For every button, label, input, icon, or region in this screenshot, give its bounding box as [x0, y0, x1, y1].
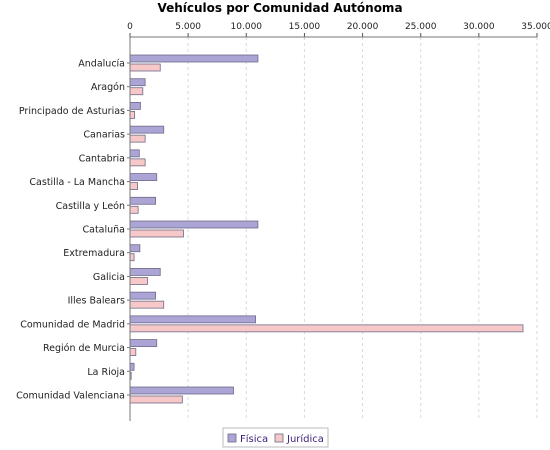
bar-fisica [129, 78, 146, 87]
x-tick-label: 0 [127, 22, 133, 32]
bar-juridica [129, 182, 138, 190]
category-label: Comunidad Valenciana [16, 391, 125, 402]
x-tick-label: 35.000 [521, 22, 550, 32]
bar-juridica [129, 63, 161, 72]
bar-juridica [129, 324, 524, 333]
bar-juridica [129, 395, 183, 404]
bar-fisica [129, 220, 259, 229]
bar-fisica [129, 291, 156, 300]
category-label: Región de Murcia [43, 343, 125, 354]
category-label: Andalucía [78, 59, 125, 70]
bar-fisica [129, 54, 259, 63]
bar-fisica [129, 149, 140, 158]
bar-fisica [129, 362, 135, 371]
bar-fisica [129, 386, 234, 395]
legend: Física Jurídica [222, 427, 329, 448]
category-label: Cataluña [82, 225, 125, 236]
legend-label: Física [240, 433, 268, 445]
bar-fisica [129, 315, 256, 324]
category-label: Castilla - La Mancha [29, 177, 125, 188]
category-label: Canarias [83, 130, 125, 141]
category-label: Galicia [93, 272, 125, 283]
chart-title: Vehículos por Comunidad Autónoma [157, 1, 402, 15]
bar-fisica [129, 268, 161, 276]
category-label: Illes Balears [68, 296, 125, 307]
bar-fisica [129, 125, 165, 134]
bar-fisica [129, 196, 156, 205]
x-tick-label: 10.000 [231, 22, 263, 32]
category-label: Comunidad de Madrid [20, 319, 125, 330]
bar-fisica [129, 339, 158, 347]
bar-juridica [129, 300, 165, 309]
legend-label: Jurídica [286, 433, 324, 445]
bar-fisica [129, 102, 141, 110]
bar-juridica [129, 277, 148, 285]
x-axis-ticks: 0 5.000 10.000 15.000 20.000 25.000 30.000 35.0… [127, 22, 550, 37]
category-label: Cantabria [79, 153, 125, 164]
bar-fisica [129, 173, 158, 181]
bar-juridica [129, 158, 146, 167]
bar-juridica [129, 134, 146, 143]
category-label: La Rioja [87, 367, 125, 378]
grid-lines [187, 37, 538, 421]
bar-fisica [129, 244, 141, 253]
category-label: Extremadura [63, 248, 125, 259]
bar-juridica [129, 229, 184, 238]
x-tick-label: 15.000 [289, 22, 321, 32]
bar-juridica [129, 205, 139, 214]
legend-swatch [227, 433, 237, 443]
category-labels: Andalucía Aragón Principado de Asturias Can… [16, 59, 130, 402]
x-tick-label: 5.000 [175, 22, 201, 32]
category-label: Aragón [91, 82, 125, 93]
x-tick-label: 25.000 [405, 22, 437, 32]
bar-juridica [129, 111, 136, 119]
bar-juridica [129, 348, 137, 356]
legend-swatch [274, 433, 284, 443]
category-label: Castilla y León [56, 201, 125, 212]
bar-juridica [129, 253, 135, 262]
x-tick-label: 30.000 [463, 22, 495, 32]
bars [129, 54, 524, 404]
x-tick-label: 20.000 [347, 22, 379, 32]
bar-juridica [129, 87, 144, 96]
category-label: Principado de Asturias [19, 106, 125, 117]
